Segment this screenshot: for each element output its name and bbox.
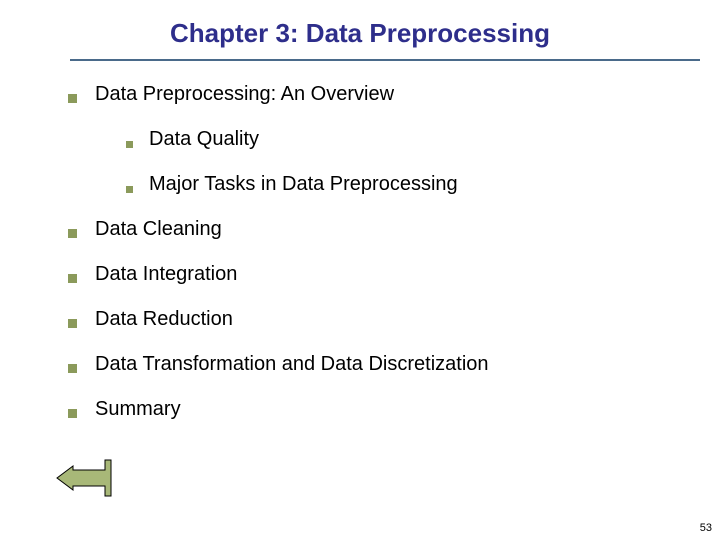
list-item: Data Quality	[126, 128, 690, 151]
bullet-icon	[126, 141, 133, 148]
list-item-text: Data Transformation and Data Discretizat…	[95, 353, 489, 376]
list-item: Data Preprocessing: An Overview	[68, 83, 690, 106]
bullet-icon	[68, 229, 77, 238]
list-item: Data Transformation and Data Discretizat…	[68, 353, 690, 376]
bullet-icon	[68, 94, 77, 103]
list-item-text: Data Integration	[95, 263, 237, 286]
bullet-icon	[68, 274, 77, 283]
slide: Chapter 3: Data Preprocessing Data Prepr…	[0, 0, 720, 453]
bullet-icon	[126, 186, 133, 193]
content-list: Data Preprocessing: An Overview Data Qua…	[30, 83, 690, 421]
list-item-text: Summary	[95, 398, 181, 421]
list-item: Data Reduction	[68, 308, 690, 331]
slide-title: Chapter 3: Data Preprocessing	[30, 18, 690, 49]
list-item: Data Cleaning	[68, 218, 690, 241]
page-number: 53	[700, 522, 712, 534]
list-item: Summary	[68, 398, 690, 421]
list-item-text: Major Tasks in Data Preprocessing	[149, 173, 458, 196]
bullet-icon	[68, 319, 77, 328]
list-item-text: Data Preprocessing: An Overview	[95, 83, 394, 106]
list-item: Data Integration	[68, 263, 690, 286]
title-underline	[70, 59, 700, 61]
list-item-text: Data Quality	[149, 128, 259, 151]
list-item-text: Data Reduction	[95, 308, 233, 331]
arrow-icon	[55, 458, 113, 503]
bullet-icon	[68, 409, 77, 418]
list-item-text: Data Cleaning	[95, 218, 222, 241]
bullet-icon	[68, 364, 77, 373]
list-item: Major Tasks in Data Preprocessing	[126, 173, 690, 196]
